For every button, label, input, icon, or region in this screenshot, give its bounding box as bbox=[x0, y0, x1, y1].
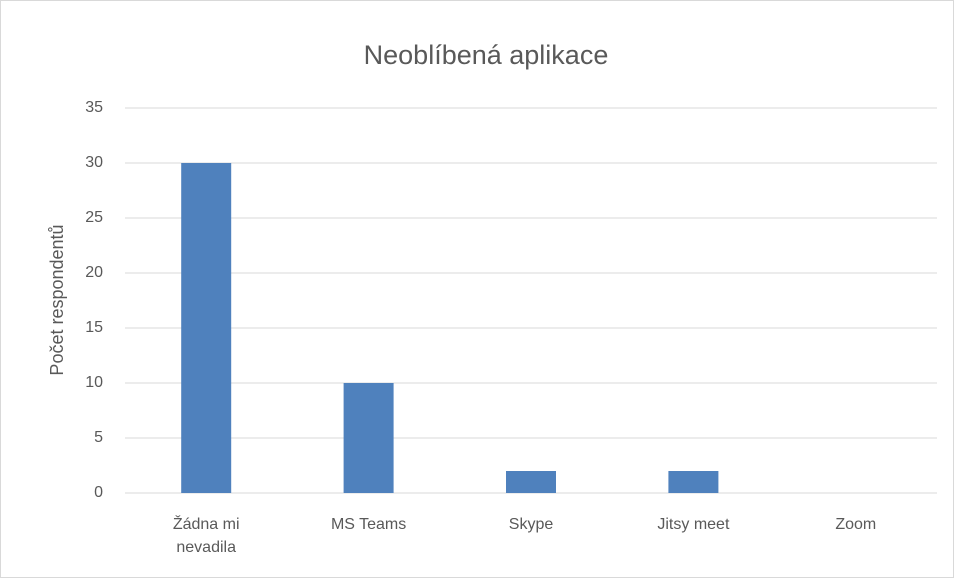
y-tick-label: 25 bbox=[85, 209, 103, 226]
x-tick-label: Zoom bbox=[835, 516, 877, 533]
y-tick-label: 5 bbox=[94, 429, 103, 446]
bar bbox=[506, 471, 556, 493]
y-tick-label: 10 bbox=[85, 374, 103, 391]
x-tick-label: Žádna mi nevadila bbox=[172, 516, 240, 556]
x-tick-label: MS Teams bbox=[330, 516, 407, 533]
bar bbox=[181, 163, 232, 493]
bar bbox=[343, 383, 394, 493]
y-tick-label: 15 bbox=[85, 319, 103, 336]
chart-title: Neoblíbená aplikace bbox=[364, 40, 609, 70]
x-tick-label: Jitsy meet bbox=[657, 516, 730, 533]
y-tick-label: 35 bbox=[85, 99, 103, 116]
y-tick-label: 20 bbox=[85, 264, 103, 281]
y-axis-label: Počet respondentů bbox=[47, 224, 67, 375]
bar bbox=[668, 471, 719, 493]
y-tick-label: 30 bbox=[85, 154, 103, 171]
y-tick-label: 0 bbox=[94, 484, 103, 501]
x-tick-label: Skype bbox=[508, 516, 554, 533]
